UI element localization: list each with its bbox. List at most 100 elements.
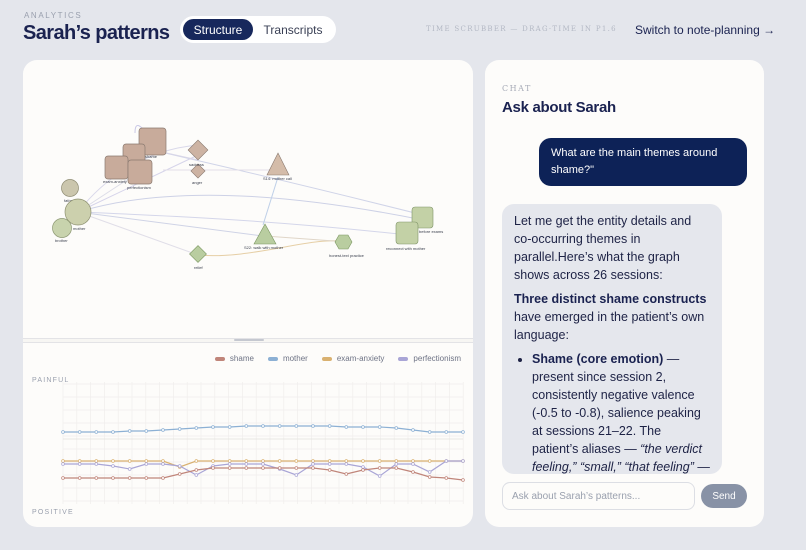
node-label-s14: S14: mother call [263, 176, 292, 181]
chat-input[interactable] [502, 482, 695, 510]
entity-graph[interactable]: shame exam-anxiety perfectionism sadness… [23, 60, 473, 338]
node-relief [189, 245, 207, 263]
node-s22-walk [253, 223, 277, 245]
page-title: Sarah’s patterns [23, 22, 170, 44]
node-label-before-exams: before exams [419, 229, 443, 234]
graph-panel: shame exam-anxiety perfectionism sadness… [23, 60, 473, 527]
timeline-point [127, 476, 132, 480]
node-label-mother: mother [73, 226, 86, 231]
timeline-point [344, 462, 349, 466]
timeline-point [461, 478, 465, 482]
timeline-point [144, 429, 149, 433]
timeline-point [427, 459, 432, 463]
timeline-point [294, 459, 299, 463]
legend-label: shame [229, 354, 254, 363]
legend-item-mother: mother [267, 354, 308, 363]
timeline-point [61, 476, 65, 480]
timeline-point [377, 425, 382, 429]
assistant-message: Let me get the entity details and co-occ… [502, 204, 722, 474]
timeline-point [311, 424, 315, 428]
timeline-point [344, 459, 349, 463]
timeline-point [411, 462, 415, 466]
timeline-point [361, 459, 365, 463]
timeline-point [311, 466, 315, 470]
switch-to-note-planning-link[interactable]: Switch to note-planning → [635, 23, 776, 37]
timeline-point [311, 462, 315, 466]
node-label-exam-anxiety: exam-anxiety [103, 179, 127, 184]
timeline-point [177, 472, 182, 476]
node-honest-text-practice [334, 234, 353, 250]
valence-timeline: shame mother exam-anxiety perfectionism … [23, 344, 473, 527]
timeline-point [244, 462, 249, 466]
timeline-point [227, 425, 232, 429]
timeline-point [244, 424, 249, 428]
timeline-point [361, 465, 365, 469]
list-item: Shame (core emotion) — present since ses… [532, 350, 710, 474]
timeline-point [377, 474, 382, 478]
axis-label-painful: PAINFUL [32, 377, 70, 384]
timeline-point [261, 424, 265, 428]
legend-item-shame: shame [214, 354, 254, 363]
timeline-point [394, 462, 399, 466]
node-perfectionism [127, 159, 153, 185]
send-button[interactable]: Send [701, 484, 747, 508]
tab-transcripts[interactable]: Transcripts [263, 22, 323, 37]
timeline-point [444, 476, 449, 480]
timeline-point [461, 430, 465, 434]
timeline-point [411, 470, 415, 474]
timeline-point [211, 459, 215, 463]
legend-swatch [398, 356, 409, 361]
node-label-honest-text: honest-text practice [329, 253, 365, 258]
node-label-s22: S22: walk with mother [244, 245, 284, 250]
timeline-point [461, 459, 465, 463]
timeline-point [327, 468, 332, 472]
node-label-father: father [64, 198, 75, 203]
tab-structure[interactable]: Structure [183, 19, 253, 40]
bullet-quotes: “the verdict feeling,” “small,” “that fe… [532, 442, 703, 474]
timeline-point [77, 476, 82, 480]
timeline-point [394, 426, 399, 430]
timeline-point [161, 428, 165, 432]
timeline-chart [61, 382, 465, 504]
timeline-point [427, 475, 432, 479]
timeline-point [227, 462, 232, 466]
bullet-text: — present since session 2, consistently … [532, 352, 701, 456]
chat-eyebrow: CHAT [502, 84, 532, 93]
timeline-point [361, 425, 365, 429]
legend-swatch [321, 356, 332, 361]
panel-resize-divider[interactable] [23, 338, 473, 343]
assistant-intro: Let me get the entity details and co-occ… [514, 214, 692, 282]
timeline-point [94, 462, 99, 466]
timeline-point [344, 472, 349, 476]
assistant-heading-rest: have emerged in the patient’s own langua… [514, 310, 705, 342]
node-label-anger: anger [192, 180, 203, 185]
timeline-point [377, 459, 382, 463]
node-mother [64, 198, 92, 226]
node-anger [190, 163, 206, 179]
node-label-brother: brother [55, 238, 68, 243]
node-brother [52, 218, 72, 238]
timeline-point [194, 459, 199, 463]
node-label-relief: relief [194, 265, 204, 270]
time-scrubber-label: TIME SCRUBBER — DRAG·TIME IN P1.6 [426, 25, 617, 33]
resize-handle[interactable] [234, 339, 264, 341]
axis-label-positive: POSITIVE [32, 509, 74, 516]
timeline-point [211, 466, 215, 470]
timeline-point [344, 425, 349, 429]
timeline-point [77, 459, 82, 463]
timeline-point [127, 429, 132, 433]
timeline-legend: shame mother exam-anxiety perfectionism [214, 354, 461, 363]
timeline-point [94, 459, 99, 463]
timeline-point [427, 470, 432, 474]
timeline-point [61, 459, 65, 463]
timeline-point [294, 473, 299, 477]
timeline-point [377, 466, 382, 470]
timeline-point [144, 459, 149, 463]
node-s14-mother-call [266, 152, 290, 176]
node-reconnect [395, 221, 419, 245]
legend-label: exam-anxiety [336, 354, 385, 363]
timeline-point [111, 476, 115, 480]
timeline-point [277, 466, 282, 470]
timeline-point [261, 459, 265, 463]
assistant-heading: Three distinct shame constructs [514, 292, 707, 306]
